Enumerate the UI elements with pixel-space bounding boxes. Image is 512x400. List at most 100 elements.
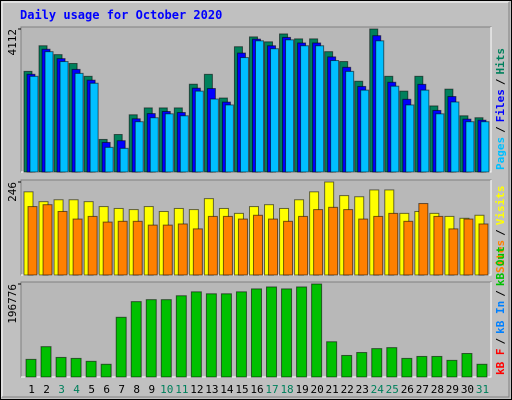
- x-tick-label: 16: [250, 383, 263, 396]
- x-tick-label: 17: [265, 383, 278, 396]
- bar: [375, 40, 385, 173]
- x-tick-label: 2: [43, 383, 50, 396]
- x-tick-label: 4: [73, 383, 80, 396]
- x-tick-label: 12: [190, 383, 203, 396]
- x-tick-label: 7: [118, 383, 125, 396]
- bar: [44, 51, 54, 173]
- legend-item: Files: [494, 89, 507, 122]
- bar: [70, 357, 82, 378]
- bar: [300, 45, 310, 173]
- x-tick-label: 8: [133, 383, 140, 396]
- bar: [270, 48, 280, 173]
- bar: [194, 90, 204, 173]
- bar: [55, 356, 67, 378]
- x-tick-label: 25: [386, 383, 399, 396]
- y-tick-label: 4112: [6, 29, 19, 56]
- bar: [330, 60, 340, 173]
- bar: [431, 355, 443, 378]
- bar: [250, 288, 262, 378]
- bar: [360, 89, 370, 173]
- bar: [205, 293, 217, 378]
- bar: [207, 215, 218, 276]
- bar: [450, 101, 460, 173]
- bar: [358, 218, 369, 276]
- bar: [386, 347, 398, 378]
- bar: [433, 215, 444, 276]
- bar: [89, 82, 99, 173]
- bar: [27, 206, 38, 276]
- bar: [132, 220, 143, 276]
- x-tick-label: 15: [235, 383, 248, 396]
- bar: [266, 286, 278, 378]
- bar: [162, 224, 173, 276]
- x-tick-label: 14: [220, 383, 234, 396]
- chart-title: Daily usage for October 2020: [20, 8, 222, 22]
- bar: [313, 209, 324, 276]
- legend-item: kB F: [494, 349, 507, 376]
- bar: [465, 121, 475, 173]
- bar: [237, 218, 248, 276]
- x-tick-label: 27: [416, 383, 429, 396]
- bar: [209, 98, 219, 173]
- x-tick-label: 11: [175, 383, 188, 396]
- bar: [134, 121, 144, 173]
- bar: [373, 215, 384, 276]
- bar: [298, 215, 309, 276]
- bar: [72, 218, 83, 276]
- bar: [59, 61, 69, 173]
- bar: [40, 346, 52, 378]
- bar: [390, 85, 400, 173]
- legend-separator: /: [494, 229, 507, 236]
- legend-item: Hits: [494, 48, 507, 75]
- bar: [403, 220, 414, 276]
- bar: [405, 104, 415, 173]
- legend-item: kB In: [494, 301, 507, 334]
- x-tick-label: 21: [326, 383, 339, 396]
- bar: [235, 291, 247, 378]
- bar: [416, 355, 428, 378]
- bar: [446, 359, 458, 378]
- bar: [448, 228, 459, 276]
- legend: Pages / Files / Hits: [494, 48, 507, 170]
- x-tick-label: 31: [476, 383, 489, 396]
- bar: [461, 353, 473, 378]
- bar: [311, 283, 323, 378]
- bar: [252, 214, 263, 276]
- bar: [192, 228, 203, 276]
- y-tick-label: 196776: [6, 284, 19, 324]
- bar: [341, 354, 353, 378]
- bar: [285, 39, 295, 173]
- legend-item: Sites: [494, 240, 507, 273]
- bar: [104, 146, 114, 173]
- bar: [281, 288, 293, 378]
- legend-separator: /: [494, 338, 507, 345]
- x-tick-label: 1: [28, 383, 35, 396]
- bar: [160, 299, 172, 378]
- x-tick-label: 24: [371, 383, 385, 396]
- bar: [224, 104, 234, 173]
- legend-item: kB Out: [494, 246, 507, 286]
- bar: [315, 45, 325, 173]
- legend-item: Visits: [494, 186, 507, 226]
- legend: Sites / Visits: [494, 186, 507, 274]
- bar: [175, 295, 187, 378]
- x-tick-label: 5: [88, 383, 95, 396]
- bar: [239, 57, 249, 173]
- x-tick-label: 19: [295, 383, 308, 396]
- bar: [435, 113, 445, 173]
- bar: [328, 206, 339, 276]
- x-tick-label: 30: [461, 383, 474, 396]
- bar: [115, 316, 127, 378]
- y-tick-label: 246: [6, 182, 19, 202]
- bar: [130, 301, 142, 378]
- bar: [343, 209, 354, 276]
- bar: [478, 223, 489, 276]
- bar: [463, 218, 474, 276]
- bar: [296, 286, 308, 378]
- x-tick-label: 9: [148, 383, 155, 396]
- bar: [268, 218, 279, 276]
- bar: [220, 293, 232, 378]
- x-tick-label: 6: [103, 383, 110, 396]
